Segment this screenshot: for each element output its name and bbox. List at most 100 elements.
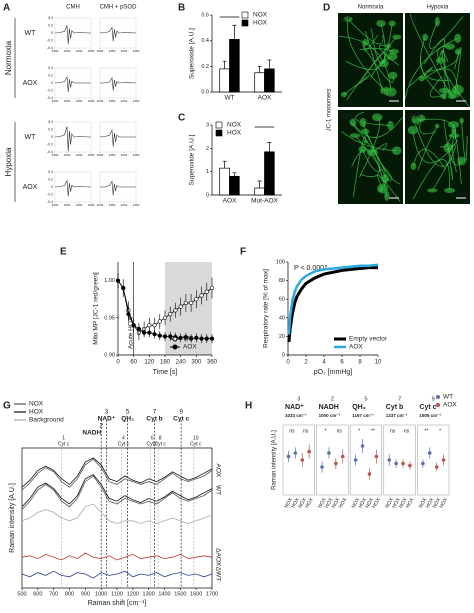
group-number: 3 — [297, 396, 300, 402]
x-tick-label: 3300 — [97, 99, 104, 103]
x-tick-label: 1200 — [127, 591, 139, 597]
bar — [254, 72, 265, 93]
x-tick-label: 8 — [358, 360, 362, 366]
legend-marker — [172, 344, 178, 350]
x-axis-label: Raman shift [cm⁻¹] — [88, 600, 147, 607]
data-line — [287, 263, 379, 335]
x-tick-label: 0 — [116, 360, 120, 366]
image-label: WT — [408, 18, 418, 24]
significance: ** — [371, 428, 375, 434]
y-tick-label: -0.4 — [47, 150, 53, 154]
group-wavenumber: 1000 cm⁻¹ — [319, 413, 341, 418]
y-tick-label: -0.2 — [47, 142, 53, 146]
data-point — [199, 293, 204, 298]
x-tick-label: 3350 — [64, 49, 71, 53]
x-tick-label: NOX — [384, 496, 395, 509]
cell-process — [412, 159, 451, 200]
data-point — [360, 444, 365, 448]
y-tick-label: -0.4 — [47, 200, 53, 204]
column-header: CMH — [66, 5, 80, 11]
x-tick-label: NOX — [364, 496, 375, 509]
data-point — [209, 285, 215, 291]
panel-letter: A — [3, 3, 10, 14]
error-bar — [257, 180, 262, 188]
image-label: WT — [341, 18, 351, 24]
legend-label: NOX — [29, 401, 44, 408]
spectrum — [54, 179, 92, 197]
cell-process — [359, 116, 381, 178]
legend-label: WT — [443, 394, 453, 401]
cell — [388, 48, 399, 55]
peak-label: QH₂ — [121, 416, 134, 423]
data-point — [157, 319, 162, 324]
y-tick-label: 0.6 — [201, 12, 209, 18]
data-point — [293, 451, 298, 455]
cell-process — [345, 23, 386, 70]
cell-process — [361, 44, 394, 83]
x-tick-label: 3350 — [109, 203, 116, 207]
x-tick-label: AOX — [258, 95, 272, 102]
data-point — [209, 336, 215, 341]
x-tick-label: 1000 — [95, 591, 107, 597]
trace-label: AOX — [214, 464, 221, 478]
x-tick-label: HOX — [439, 496, 450, 509]
y-tick-label: 0 — [51, 185, 53, 189]
cell-process — [441, 50, 453, 97]
data-point — [441, 458, 446, 462]
significance: ns — [404, 428, 410, 434]
x-tick-label: 700 — [49, 591, 58, 597]
panel-letter: F — [240, 247, 246, 258]
cell-process — [354, 135, 386, 179]
x-tick-label: NOX — [331, 496, 342, 509]
cell-process — [409, 67, 433, 86]
cell-process — [346, 36, 398, 100]
x-tick-label: 6 — [340, 360, 344, 366]
x-tick-label: NOX — [297, 496, 308, 509]
cell-process — [440, 129, 454, 148]
y-tick-label: 1.00 — [104, 278, 115, 284]
data-point — [173, 308, 178, 313]
data-point — [115, 278, 121, 283]
cell-process — [420, 68, 459, 90]
data-point — [152, 332, 157, 337]
bar — [254, 187, 265, 196]
group-wavenumber: 1337 cm⁻¹ — [386, 413, 408, 418]
cell-process — [417, 118, 457, 141]
data-point — [327, 451, 331, 455]
legend-label: NOX — [253, 12, 268, 19]
group-frame — [417, 424, 450, 496]
y-tick-label: 1 — [206, 169, 209, 175]
y-tick-label: 0.0 — [201, 89, 209, 95]
group-wavenumber: 1167 cm⁻¹ — [352, 413, 374, 418]
data-point — [147, 323, 152, 328]
bar — [264, 68, 275, 93]
cell-process — [370, 56, 393, 78]
x-tick-label: HOX — [371, 496, 382, 509]
data-point — [421, 461, 425, 466]
x-tick-label: 3300 — [97, 49, 104, 53]
spectrum — [21, 552, 213, 561]
data-line — [287, 266, 378, 343]
cell-process — [341, 131, 397, 152]
cell-process — [429, 16, 464, 49]
y-tick-label: 0.2 — [48, 177, 53, 181]
y-tick-label: 60 — [279, 297, 285, 303]
cell-process — [404, 37, 458, 99]
peak-label: Cyt b — [146, 416, 162, 423]
group-number: 9 — [432, 396, 435, 402]
bar — [229, 175, 240, 196]
peak-number: 6 — [151, 435, 154, 441]
error-bar — [222, 160, 227, 169]
x-tick-label: 3350 — [109, 49, 116, 53]
data-point — [162, 334, 168, 339]
y-axis-label: Superoxide [A.U.] — [189, 134, 196, 185]
y-axis-label: Raman intensity [A.U.] — [272, 430, 278, 490]
cell — [422, 33, 428, 41]
data-point — [147, 330, 152, 335]
data-point — [178, 304, 183, 309]
cell-process — [454, 47, 462, 95]
cell — [459, 117, 464, 124]
x-tick-label: 3300 — [52, 203, 59, 207]
group-title: Cyt c — [419, 404, 436, 411]
